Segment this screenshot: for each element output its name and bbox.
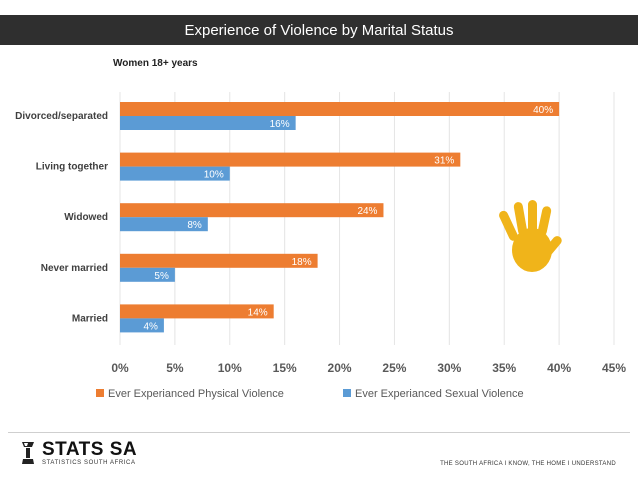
- stats-sa-logo: STATS SA STATISTICS SOUTH AFRICA: [20, 440, 137, 466]
- physical-violence-data-label: 24%: [357, 206, 377, 217]
- sexual-violence-bar: [120, 166, 230, 181]
- sexual-violence-bar: [120, 217, 208, 232]
- physical-violence-bar: [120, 102, 560, 116]
- physical-violence-data-label: 14%: [248, 307, 268, 318]
- category-label: Never married: [41, 263, 108, 274]
- physical-violence-bar: [120, 203, 384, 218]
- physical-violence-data-label: 40%: [533, 105, 553, 116]
- x-tick-label: 5%: [166, 361, 184, 375]
- category-label: Married: [72, 313, 108, 324]
- x-tick-label: 10%: [218, 361, 242, 375]
- logo-name: STATS SA: [42, 439, 138, 460]
- x-tick-label: 40%: [547, 361, 571, 375]
- x-tick-label: 35%: [492, 361, 516, 375]
- sexual-violence-bar: [120, 267, 175, 282]
- chart-title: Experience of Violence by Marital Status: [0, 15, 638, 45]
- sexual-violence-data-label: 4%: [143, 321, 158, 332]
- category-label: Widowed: [64, 212, 108, 223]
- x-tick-label: 0%: [111, 361, 129, 375]
- legend-swatch-physical: [96, 389, 104, 397]
- x-tick-label: 30%: [437, 361, 461, 375]
- physical-violence-data-label: 18%: [292, 257, 312, 268]
- legend-label-physical: Ever Experianced Physical Violence: [108, 388, 284, 400]
- footer-tagline: THE SOUTH AFRICA I KNOW, THE HOME I UNDE…: [440, 461, 616, 467]
- sexual-violence-bar: [120, 116, 296, 130]
- legend-swatch-sexual: [343, 389, 351, 397]
- logo-subtitle: STATISTICS SOUTH AFRICA: [42, 460, 136, 466]
- sexual-violence-data-label: 5%: [154, 271, 169, 282]
- sexual-violence-data-label: 8%: [187, 220, 202, 231]
- sexual-violence-bar: [120, 318, 164, 333]
- bar-chart: Women 18+ years 0% 5% 10% 15% 20% 25% 30% 35% 40%…: [15, 58, 626, 400]
- category-label: Divorced/separated: [15, 111, 108, 122]
- physical-violence-data-label: 31%: [434, 156, 454, 167]
- category-label: Living together: [36, 162, 108, 173]
- x-tick-label: 45%: [602, 361, 626, 375]
- physical-violence-bar: [120, 304, 274, 319]
- sexual-violence-data-label: 16%: [270, 119, 290, 130]
- x-tick-label: 20%: [328, 361, 352, 375]
- sexual-violence-data-label: 10%: [204, 170, 224, 181]
- hand-print-icon: [499, 200, 562, 272]
- stats-sa-emblem-icon: [22, 442, 34, 464]
- x-tick-label: 15%: [273, 361, 297, 375]
- x-tick-label: 25%: [382, 361, 406, 375]
- chart-subtitle: Women 18+ years: [113, 58, 198, 69]
- physical-violence-bar: [120, 152, 461, 167]
- physical-violence-bar: [120, 253, 318, 268]
- legend-label-sexual: Ever Experianced Sexual Violence: [355, 388, 524, 400]
- footer-divider: [8, 432, 630, 433]
